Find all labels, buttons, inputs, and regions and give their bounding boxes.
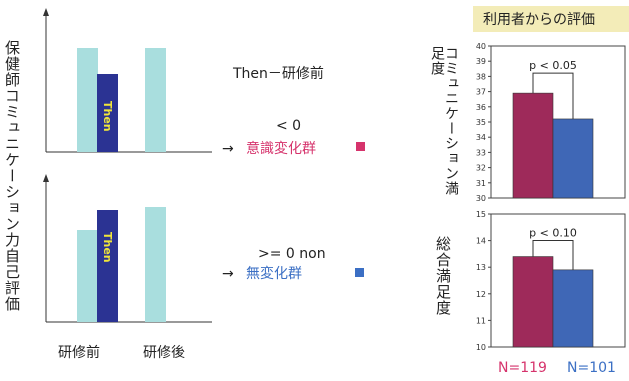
right-title-box — [473, 6, 629, 32]
category-label-post: 研修後 — [143, 345, 185, 361]
middle-heading: Then－研修前 — [232, 65, 324, 82]
left-top-post-bar — [145, 48, 166, 152]
right-top-tick-label: 32 — [476, 164, 486, 173]
right-top-tick-label: 35 — [476, 118, 486, 127]
category-label-pre: 研修前 — [58, 344, 100, 361]
left-bottom-pre-bar — [77, 230, 98, 322]
left-top-then-bar — [97, 74, 118, 152]
right-bottom-bar-1 — [512, 256, 554, 348]
left-bottom-y-arrow — [43, 174, 49, 182]
right-bottom-significance-bracket — [532, 240, 574, 270]
left-top-pre-bar — [77, 48, 98, 152]
n-label-group-1: N=119 — [498, 360, 547, 376]
condition-2: >= 0 non — [258, 246, 326, 262]
right-top-chart: 30 31 32 33 34 35 36 37 38 39 40 p < 0.05 — [476, 42, 626, 203]
right-title: 利用者からの評価 — [483, 12, 595, 28]
left-top-panel: Then — [43, 8, 212, 153]
right-top-tick-label: 36 — [476, 103, 486, 112]
n-label-group-2: N=101 — [567, 360, 616, 376]
right-top-bar-1 — [512, 92, 554, 199]
arrow-1: → — [222, 141, 234, 157]
group-2-label: 無変化群 — [246, 265, 302, 282]
left-bottom-post-bar — [145, 207, 166, 322]
right-top-tick-label: 33 — [476, 148, 486, 157]
left-bottom-then-label: Then — [101, 232, 114, 263]
condition-1: < 0 — [276, 118, 301, 134]
arrow-2: → — [222, 266, 234, 282]
right-top-tick-label: 30 — [476, 194, 486, 203]
left-top-then-label: Then — [101, 101, 114, 132]
right-bottom-tick-label: 10 — [476, 343, 486, 352]
right-top-tick-label: 39 — [476, 57, 486, 66]
right-top-significance-bracket — [532, 72, 574, 119]
right-top-tick-label: 37 — [476, 88, 486, 97]
right-top-y-axis-label: コミュニケーション満足度 — [429, 46, 459, 196]
right-bottom-tick-label: 15 — [476, 210, 486, 219]
right-top-tick-label: 38 — [476, 72, 486, 81]
right-bottom-tick-label: 12 — [476, 290, 486, 299]
right-bottom-significance-label: p < 0.10 — [529, 227, 577, 240]
right-bottom-tick-label: 11 — [476, 316, 486, 325]
right-top-bar-2 — [552, 118, 594, 199]
right-top-tick-label: 40 — [476, 42, 486, 51]
right-bottom-chart: 10 11 12 13 14 15 p < 0.10 — [476, 210, 626, 352]
right-bottom-bar-2 — [552, 269, 594, 348]
right-bottom-tick-label: 13 — [476, 263, 486, 272]
left-bottom-panel: Then — [43, 174, 212, 323]
group-1-label: 意識変化群 — [246, 140, 316, 157]
right-top-tick-label: 34 — [476, 133, 486, 142]
left-top-y-arrow — [43, 8, 49, 16]
right-top-significance-label: p < 0.05 — [529, 59, 577, 72]
right-bottom-y-axis-label: 総合満足度 — [434, 236, 452, 316]
right-top-tick-label: 31 — [476, 179, 486, 188]
right-bottom-tick-label: 14 — [476, 237, 486, 246]
group-1-marker — [356, 142, 365, 151]
group-2-marker — [355, 268, 364, 277]
left-y-axis-label: 保健師コミュニケーション力自己評価 — [3, 40, 21, 312]
left-bottom-then-bar — [97, 210, 118, 322]
